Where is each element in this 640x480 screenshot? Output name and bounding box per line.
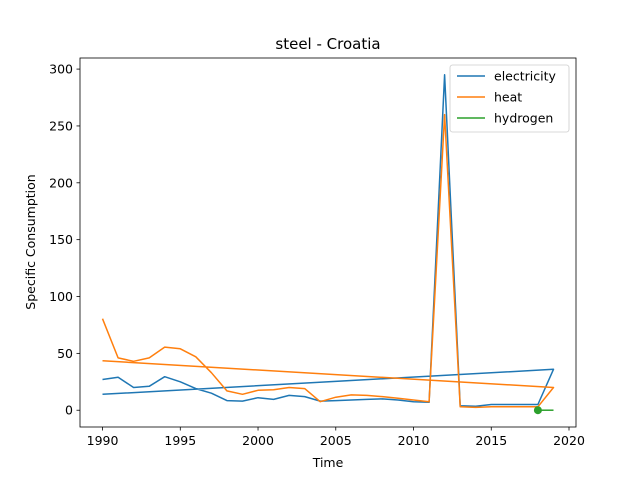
plot-frame: [79, 57, 577, 428]
ticks-layer: 1990 1995 2000 2005 2010 2015 2020 0 50 100 150 200…: [49, 62, 585, 448]
y-tick-label: 250: [49, 118, 73, 133]
series-line-heat: [101, 113, 555, 409]
x-tick-label: 1995: [164, 433, 196, 448]
legend-box: [449, 64, 570, 133]
y-tick-label: 150: [49, 232, 73, 247]
x-tick-label: 2010: [398, 433, 430, 448]
y-tick-label: 50: [57, 346, 73, 361]
x-tick-label: 2015: [475, 433, 507, 448]
y-tick-label: 100: [49, 289, 73, 304]
x-axis-title: Time: [312, 455, 344, 470]
series-line-electricity: [102, 74, 555, 407]
legend-label-electricity: electricity: [494, 69, 556, 84]
x-tick-label: 1990: [87, 433, 119, 448]
x-tick-label: 2000: [242, 433, 274, 448]
legend-label-heat: heat: [494, 90, 522, 105]
y-tick-label: 300: [49, 62, 73, 77]
x-tick-label: 2005: [320, 433, 352, 448]
x-tick-label: 2020: [553, 433, 585, 448]
legend-label-hydrogen: hydrogen: [494, 111, 553, 126]
series-layer: [101, 74, 555, 415]
y-tick-label: 200: [49, 175, 73, 190]
y-tick-label: 0: [65, 403, 73, 418]
chart-title: steel - Croatia: [275, 35, 380, 53]
legend: electricity heat hydrogen: [449, 64, 570, 133]
series-marker-hydrogen: [533, 406, 542, 415]
y-axis-title: Specific Consumption: [23, 174, 38, 309]
